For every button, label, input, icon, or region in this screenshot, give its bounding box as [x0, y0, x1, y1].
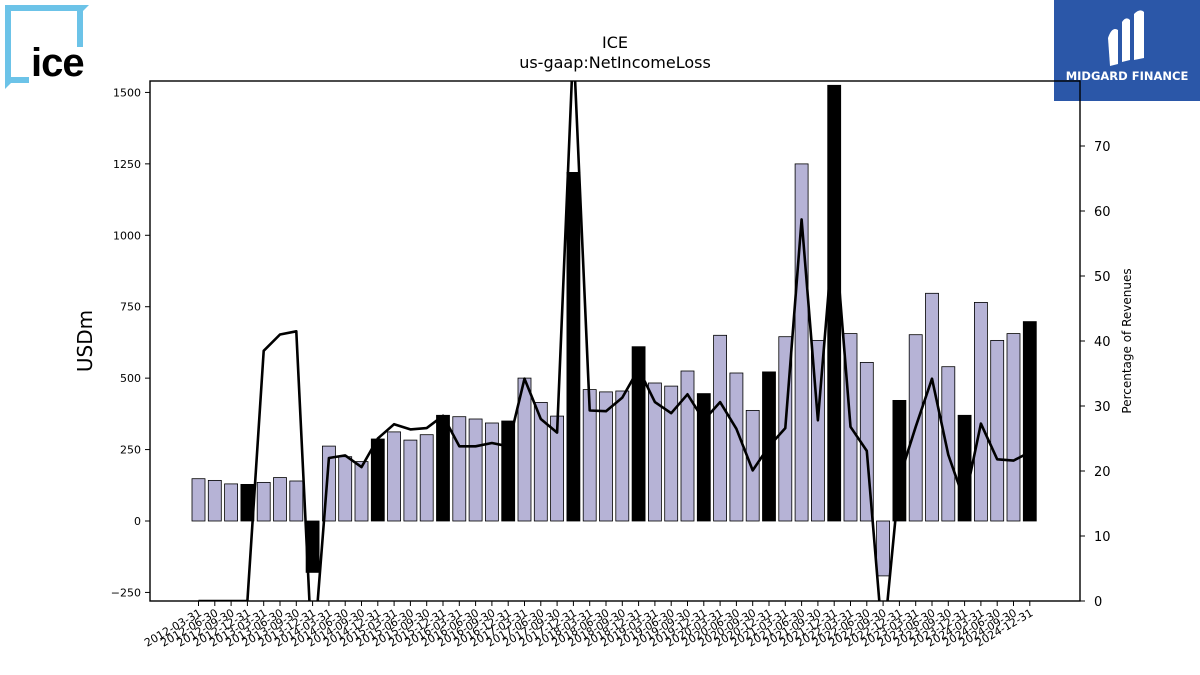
bar-2014-09-30: [354, 461, 369, 522]
bar-2022-09-30: [876, 520, 890, 577]
bar-2023-12-31: [957, 414, 972, 522]
line-series: [198, 81, 1031, 601]
bar-2018-06-30: [599, 391, 613, 522]
bar-2023-06-30: [925, 292, 939, 522]
bar-2015-06-30: [403, 439, 418, 522]
bar-2015-09-30: [419, 434, 434, 522]
bar-2017-12-31: [566, 171, 581, 522]
ice-logo-frame-bottom: [5, 77, 29, 83]
bar-2024-03-31: [974, 301, 988, 522]
bar-2013-03-31: [256, 481, 271, 522]
y2-tick-label: 40: [1094, 335, 1111, 350]
chart-title: ICE: [602, 33, 628, 52]
bar-2023-09-30: [941, 366, 956, 522]
bar-2013-06-30: [273, 477, 287, 522]
midgard-finance-wordmark: MIDGARD FINANCE: [1065, 69, 1189, 83]
bar-2014-12-31: [370, 438, 385, 522]
bar-2019-06-30: [664, 385, 679, 522]
bar-2020-03-31: [713, 334, 727, 522]
bar-series: [191, 84, 1037, 577]
y2-tick-label: 0: [1094, 595, 1102, 610]
percentage-line: [198, 81, 1031, 601]
bar-2021-06-30: [794, 163, 809, 522]
bar-2024-06-30: [990, 339, 1005, 522]
bar-2019-12-31: [696, 393, 711, 522]
bar-2015-03-31: [387, 431, 402, 522]
bar-2016-09-30: [484, 422, 499, 522]
ice-logo-wordmark: ice: [31, 41, 85, 85]
bar-2016-12-31: [501, 420, 516, 522]
bar-2024-12-31: [1022, 321, 1037, 522]
bar-2020-06-30: [729, 372, 744, 522]
ice-logo: ice: [5, 5, 89, 89]
axes: −250 0 250 500 750 1000 1250 1500 0 10 20 30 40 50 60 7…: [111, 80, 1111, 650]
y-tick-label: 250: [120, 444, 141, 457]
y-tick-label: 0: [134, 515, 141, 528]
ice-logo-frame-icon: [5, 5, 89, 89]
bar-2018-12-31: [631, 346, 646, 522]
y-tick-label: 500: [120, 372, 141, 385]
bar-2020-09-30: [745, 409, 760, 522]
bar-2021-12-31: [827, 84, 842, 522]
midgard-finance-logo: MIDGARD FINANCE: [1054, 0, 1200, 101]
bar-2016-03-31: [452, 416, 467, 522]
y2-axis-label: Percentage of Revenues: [1120, 268, 1134, 413]
y-axis-label: USDm: [73, 310, 97, 372]
y2-tick-label: 70: [1094, 140, 1111, 155]
bar-2012-06-30: [207, 479, 222, 522]
y2-tick-label: 30: [1094, 400, 1111, 415]
chart-subtitle: us-gaap:NetIncomeLoss: [519, 53, 711, 72]
bar-2024-09-30: [1006, 333, 1021, 522]
bar-2012-03-31: [191, 478, 206, 522]
bar-2015-12-31: [436, 414, 450, 522]
y-tick-label: 1250: [113, 158, 141, 171]
plot-frame: [149, 80, 1081, 602]
y2-tick-label: 60: [1094, 205, 1111, 220]
y-tick-label: 1000: [113, 229, 141, 242]
bar-2016-06-30: [468, 418, 483, 522]
y2-tick-label: 10: [1094, 530, 1111, 545]
y-tick-label: 750: [120, 301, 141, 314]
bar-2012-09-30: [224, 483, 239, 522]
bar-2017-06-30: [533, 401, 548, 522]
midgard-mark-icon: [1108, 10, 1144, 66]
y-tick-label: −250: [111, 586, 141, 599]
y2-tick-label: 20: [1094, 465, 1111, 480]
y2-tick-label: 50: [1094, 270, 1111, 285]
bar-2019-09-30: [680, 370, 695, 522]
bar-2018-09-30: [615, 390, 630, 522]
y-tick-label: 1500: [113, 86, 141, 99]
bar-2019-03-31: [648, 382, 662, 522]
ice-logo-frame-right: [77, 5, 83, 47]
bar-2014-06-30: [338, 456, 353, 522]
bar-2013-09-30: [289, 480, 304, 522]
